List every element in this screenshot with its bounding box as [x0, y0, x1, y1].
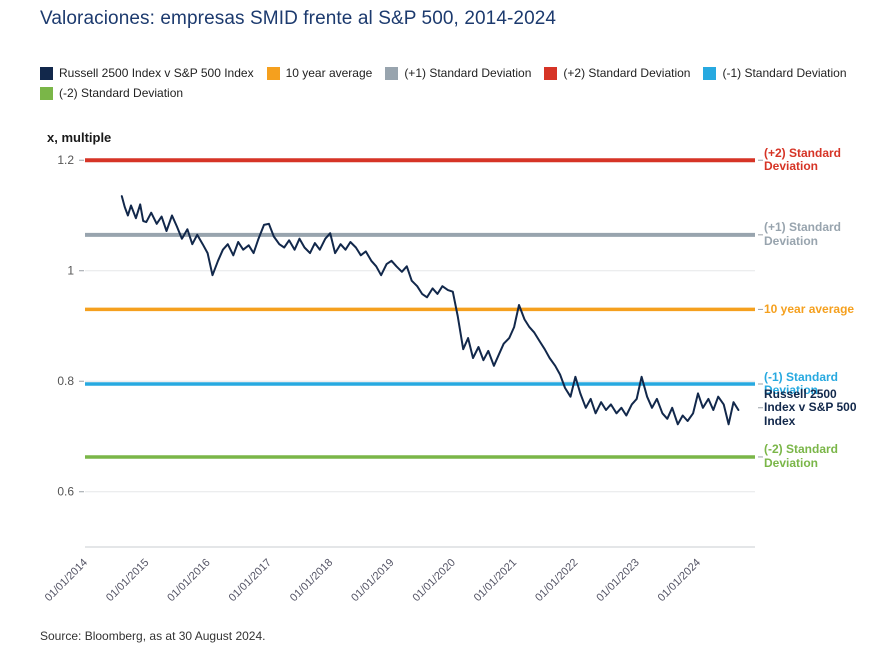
annotation-10-year-average: 10 year average: [764, 301, 855, 316]
line-chart: 0.6 0.8 1 1.2 01/01/2014 01/01/2015 01/01/2016…: [43, 153, 763, 604]
legend-label: 10 year average: [285, 66, 373, 80]
annotation-minus-1-sd: (-1) Standard Deviation: [764, 369, 839, 397]
annotation-plus-1-sd: (+1) Standard Deviation: [764, 220, 842, 248]
legend-item-0: Russell 2500 Index v S&P 500 Index: [40, 66, 254, 80]
x-tick-label: 01/01/2017: [227, 557, 274, 604]
legend-swatch: [266, 66, 280, 80]
chart-area: 0.6 0.8 1 1.2 01/01/2014 01/01/2015 01/01/2016…: [0, 142, 896, 642]
x-tick-label: 01/01/2016: [165, 557, 212, 604]
series-russell-2500-line: [120, 195, 740, 426]
legend-swatch: [40, 86, 53, 100]
legend-label: (+2) Standard Deviation: [563, 66, 691, 80]
y-tick-label: 1.2: [57, 153, 74, 167]
legend-label: (+1) Standard Deviation: [404, 66, 532, 80]
x-tick-label: 01/01/2024: [656, 557, 703, 604]
legend-item-2: (+1) Standard Deviation: [385, 66, 531, 80]
source-note: Source: Bloomberg, as at 30 August 2024.: [40, 629, 266, 643]
y-tick-label: 0.8: [57, 374, 74, 388]
x-tick-label: 01/01/2018: [288, 557, 335, 604]
legend-label: Russell 2500 Index v S&P 500 Index: [59, 66, 254, 80]
x-tick-label: 01/01/2014: [43, 557, 90, 604]
legend-item-5: (-2) Standard Deviation: [40, 86, 183, 100]
legend-swatch: [544, 66, 558, 80]
x-tick-label: 01/01/2020: [410, 557, 457, 604]
legend: Russell 2500 Index v S&P 500 Index 10 yea…: [40, 66, 874, 100]
page-title: Valoraciones: empresas SMID frente al S&…: [40, 8, 557, 29]
legend-item-3: (+2) Standard Deviation: [544, 66, 690, 80]
annotation-plus-2-sd: (+2) Standard Deviation: [764, 145, 842, 174]
legend-swatch: [703, 66, 717, 80]
y-axis-title: x, multiple: [47, 130, 112, 145]
x-tick-label: 01/01/2022: [533, 557, 580, 604]
y-tick-label: 0.6: [57, 485, 74, 499]
x-tick-label: 01/01/2021: [472, 557, 519, 604]
x-tick-label: 01/01/2023: [594, 557, 641, 604]
x-tick-label: 01/01/2015: [104, 557, 151, 604]
legend-swatch: [385, 66, 399, 80]
annotation-minus-2-sd: (-2) Standard Deviation: [764, 442, 839, 470]
legend-item-4: (-1) Standard Deviation: [703, 66, 847, 80]
legend-item-1: 10 year average: [266, 66, 373, 80]
legend-swatch: [40, 66, 53, 80]
annotation-russell-2500: Russell 2500 Index v S&P 500 Index: [764, 386, 857, 428]
x-tick-label: 01/01/2019: [349, 557, 396, 604]
y-tick-label: 1: [67, 264, 74, 278]
legend-label: (-2) Standard Deviation: [59, 86, 184, 100]
legend-label: (-1) Standard Deviation: [722, 66, 847, 80]
